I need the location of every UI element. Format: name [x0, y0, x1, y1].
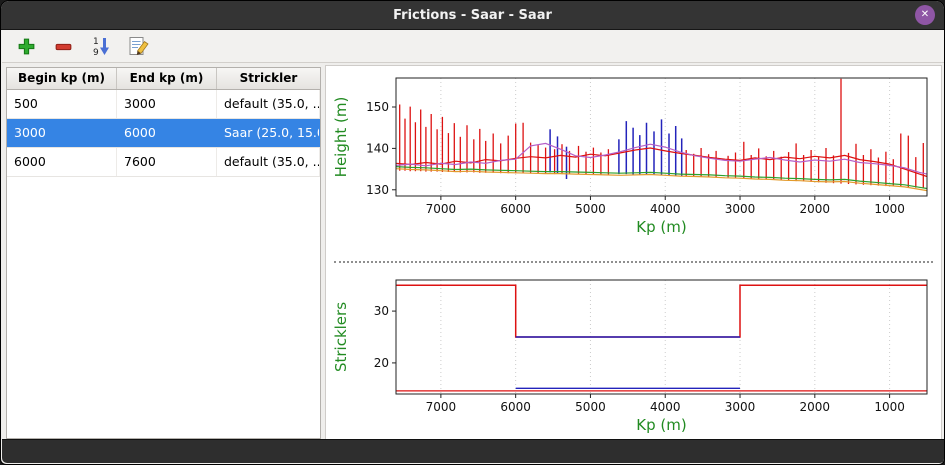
svg-text:3000: 3000: [725, 400, 756, 414]
svg-text:1000: 1000: [874, 400, 905, 414]
svg-text:Kp (m): Kp (m): [636, 416, 686, 434]
remove-row-button[interactable]: [51, 33, 78, 60]
svg-text:130: 130: [366, 183, 389, 197]
window-title: Frictions - Saar - Saar: [393, 7, 552, 23]
cell-end-kp: 6000: [124, 125, 156, 140]
add-row-button[interactable]: [14, 33, 41, 60]
svg-text:Height (m): Height (m): [332, 97, 350, 178]
svg-text:20: 20: [374, 356, 389, 370]
svg-text:150: 150: [366, 100, 389, 114]
svg-text:2000: 2000: [800, 400, 831, 414]
toolbar: 1 9: [2, 30, 944, 63]
svg-text:Stricklers: Stricklers: [332, 302, 350, 372]
svg-text:7000: 7000: [426, 202, 457, 216]
column-header-end-kp[interactable]: End kp (m): [117, 68, 217, 89]
svg-text:1: 1: [93, 37, 99, 47]
svg-text:5000: 5000: [575, 202, 606, 216]
cell-strickler: default (35.0, ...: [217, 90, 320, 118]
svg-text:5000: 5000: [575, 400, 606, 414]
table-row[interactable]: 6000 7600 default (35.0, ...: [7, 148, 320, 177]
titlebar[interactable]: Frictions - Saar - Saar ✕: [1, 1, 944, 30]
svg-text:7000: 7000: [426, 400, 457, 414]
svg-text:4000: 4000: [650, 400, 681, 414]
svg-text:3000: 3000: [725, 202, 756, 216]
chart-splitter-handle[interactable]: [326, 258, 941, 266]
stricklers-chart: 7000 6000 5000 4000 3000 2000 1000 20 30 Kp (m) St…: [332, 279, 928, 434]
sort-button[interactable]: 1 9: [88, 33, 115, 60]
cell-begin-kp: 6000: [7, 148, 117, 176]
svg-text:30: 30: [374, 304, 389, 318]
svg-text:140: 140: [366, 141, 389, 155]
close-icon: ✕: [920, 9, 930, 20]
cell-strickler: default (35.0, ...: [217, 148, 320, 176]
svg-text:6000: 6000: [500, 400, 531, 414]
svg-text:6000: 6000: [500, 202, 531, 216]
window-bottom-frame: [2, 439, 944, 463]
cell-begin-kp: 3000: [14, 125, 46, 140]
frictions-table: Begin kp (m) End kp (m) Strickler 500 30…: [6, 67, 321, 439]
minus-icon: [55, 43, 72, 50]
edit-icon: [129, 37, 149, 55]
charts-panel: 7000 6000 5000 4000 3000 2000 1000 130 140 150 Kp …: [325, 65, 942, 441]
cell-strickler: Saar (25.0, 15.0): [224, 125, 320, 140]
sort-numeric-icon: 1 9: [93, 37, 109, 57]
svg-text:9: 9: [93, 48, 99, 57]
svg-text:1000: 1000: [874, 202, 905, 216]
svg-text:4000: 4000: [650, 202, 681, 216]
table-row[interactable]: 3000 6000 Saar (25.0, 15.0): [7, 119, 320, 148]
edit-frictions-button[interactable]: [125, 33, 152, 60]
table-row[interactable]: 500 3000 default (35.0, ...: [7, 90, 320, 119]
cell-end-kp: 3000: [117, 90, 217, 118]
column-header-strickler[interactable]: Strickler: [239, 71, 298, 85]
plus-icon: [18, 38, 35, 54]
cell-begin-kp: 500: [7, 90, 117, 118]
table-header-row: Begin kp (m) End kp (m) Strickler: [7, 68, 320, 90]
svg-text:Kp (m): Kp (m): [636, 218, 686, 236]
svg-text:2000: 2000: [800, 202, 831, 216]
cell-end-kp: 7600: [117, 148, 217, 176]
height-chart: 7000 6000 5000 4000 3000 2000 1000 130 140 150 Kp …: [332, 77, 928, 236]
column-header-begin-kp[interactable]: Begin kp (m): [7, 68, 117, 89]
close-button[interactable]: ✕: [915, 5, 935, 25]
